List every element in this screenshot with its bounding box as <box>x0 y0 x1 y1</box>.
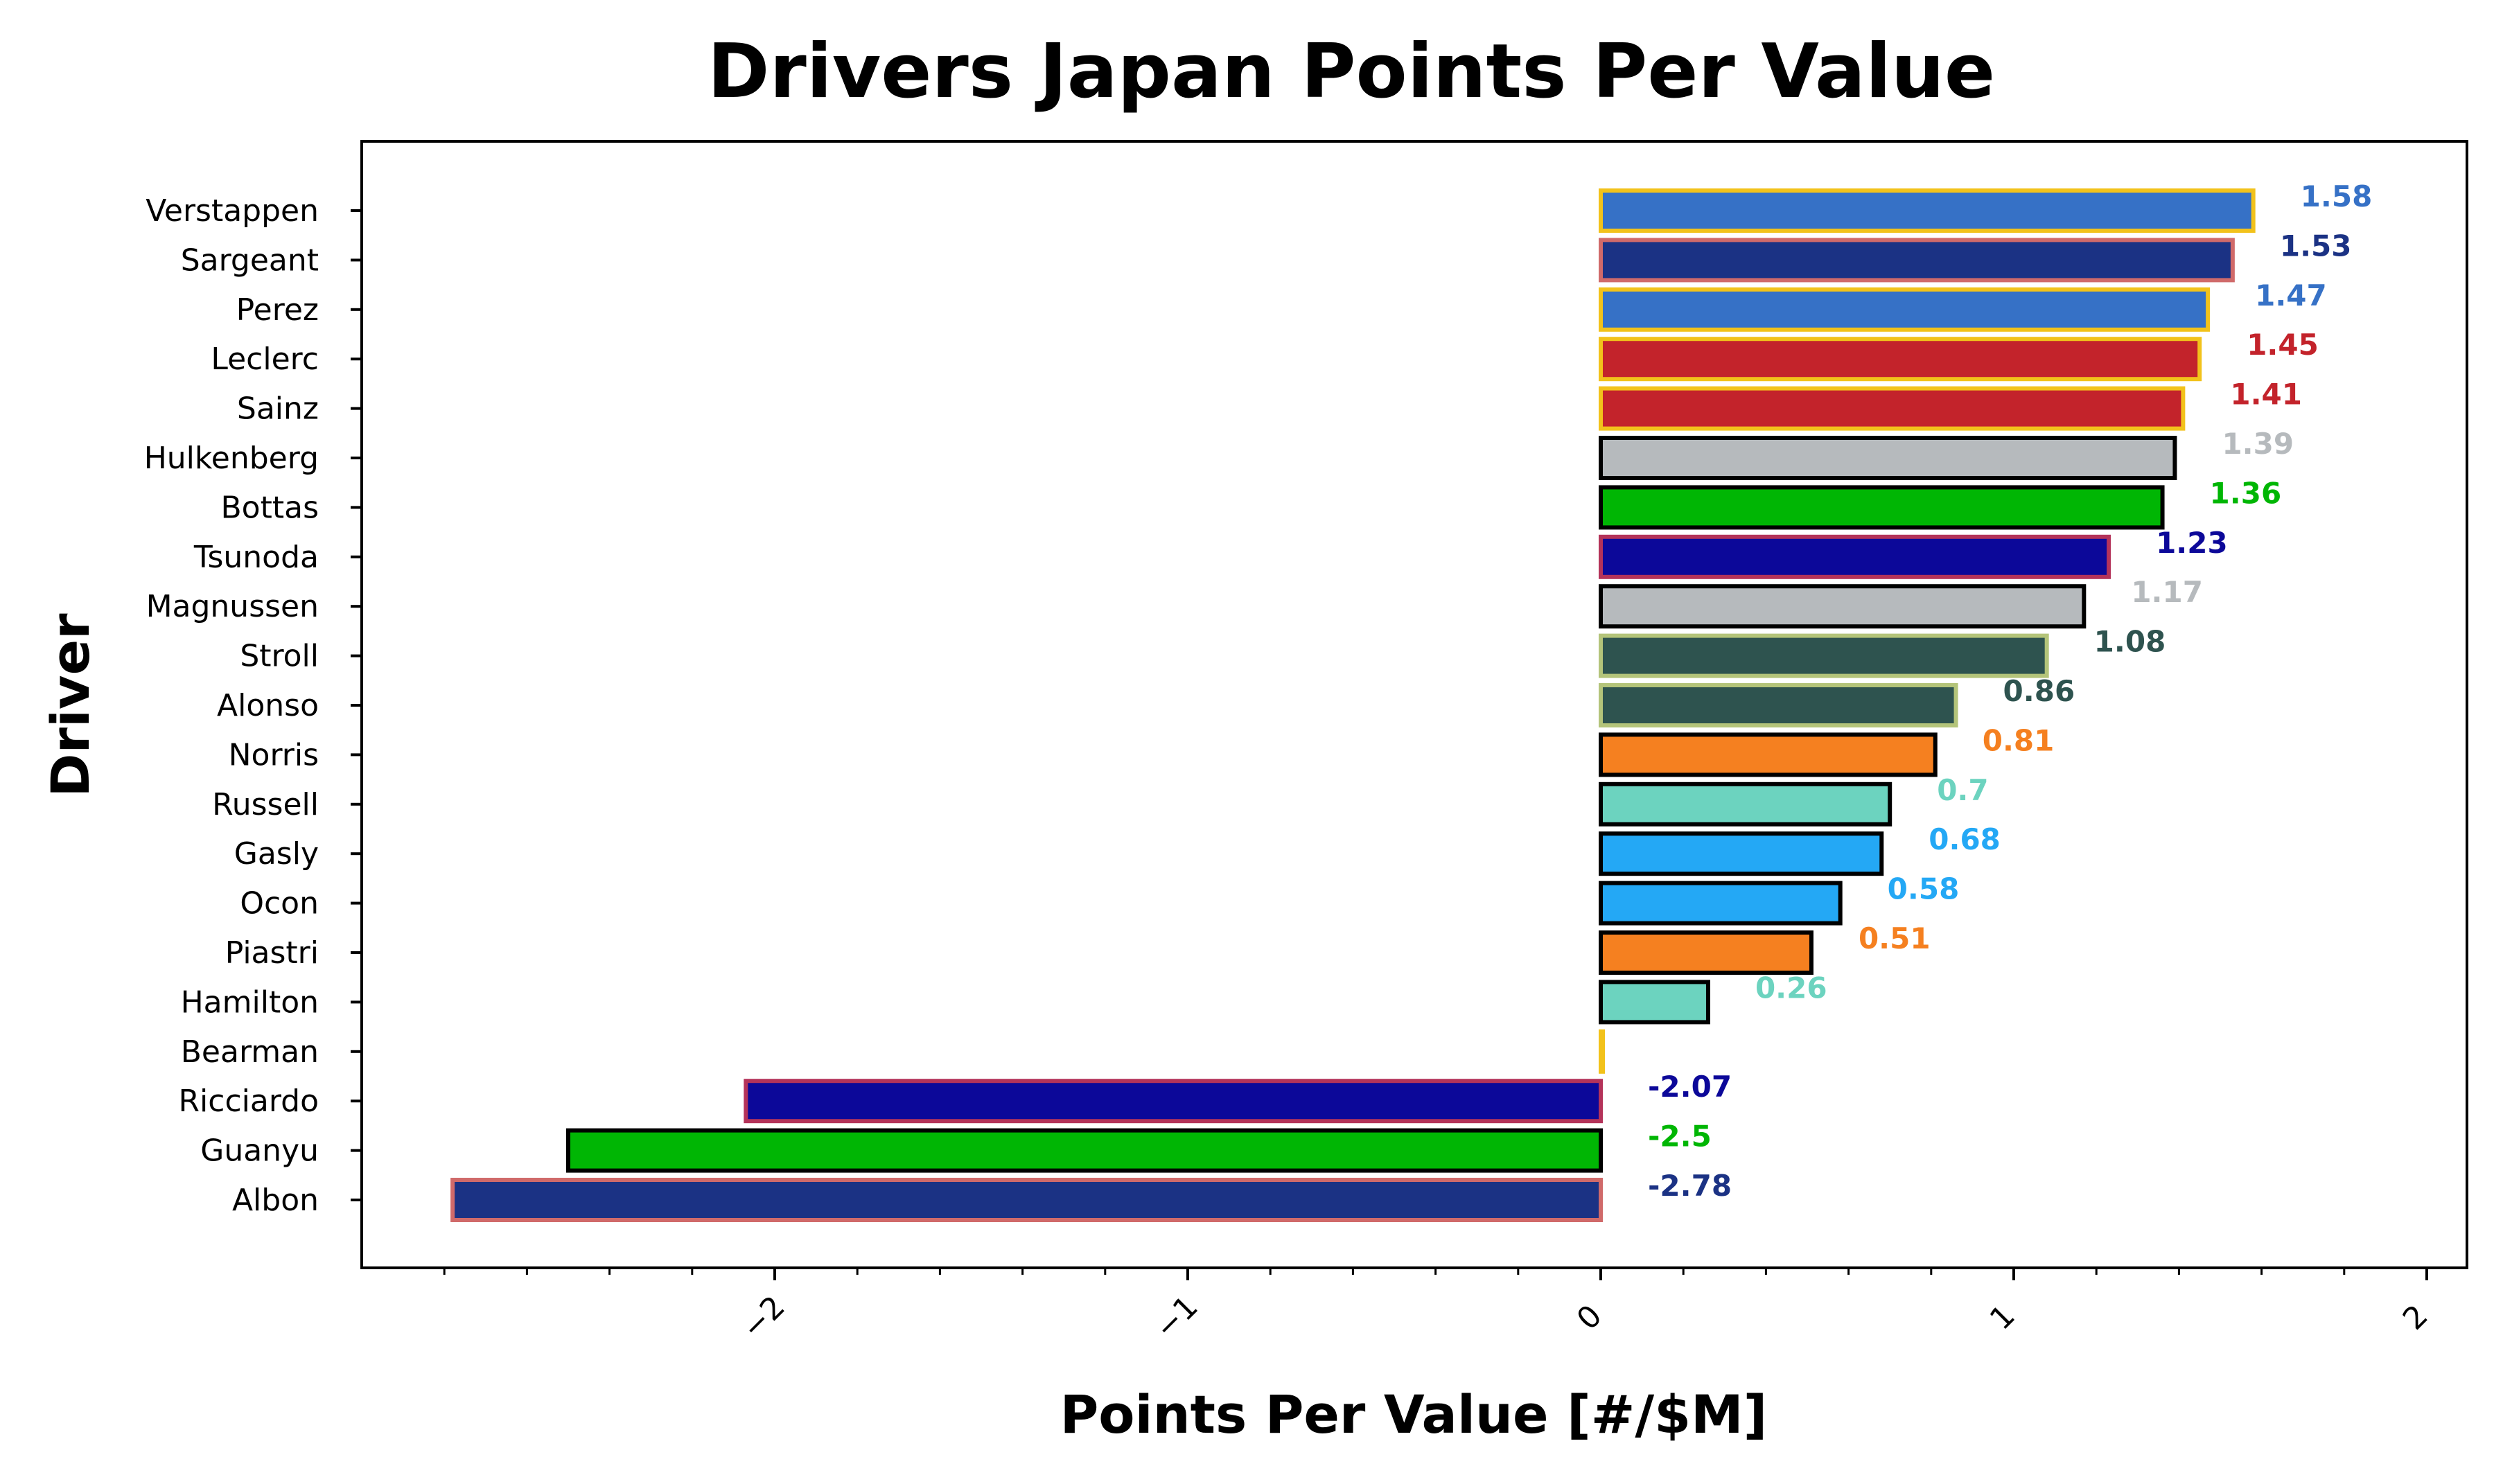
bar-verstappen <box>1599 188 2256 233</box>
bar-ricciardo <box>744 1079 1603 1124</box>
bar-piastri <box>1599 930 1813 975</box>
x-tick-label-3: 1 <box>1983 1298 2022 1337</box>
y-axis: Verstappen Sargeant Perez Leclerc Sainz Hulke… <box>144 193 362 1218</box>
value-label-alonso: 0.86 <box>2003 674 2075 708</box>
data-labels: 1.58 1.53 1.47 1.45 1.41 1.39 1.36 1.23 1.17 1.08… <box>1648 179 2372 1203</box>
value-label-gasly: 0.68 <box>1929 822 2001 856</box>
x-tick-label-2: 0 <box>1570 1298 1609 1337</box>
bar-ocon <box>1599 881 1843 926</box>
bar-bearman <box>1599 1029 1605 1074</box>
y-tick-label-sainz: Sainz <box>237 391 319 427</box>
y-tick-label-verstappen: Verstappen <box>146 193 319 229</box>
y-tick-label-sargeant: Sargeant <box>181 242 319 278</box>
y-tick-label-hamilton: Hamilton <box>181 984 319 1020</box>
y-tick-label-bottas: Bottas <box>221 490 319 525</box>
value-label-bottas: 1.36 <box>2210 476 2282 510</box>
value-label-verstappen: 1.58 <box>2301 179 2373 213</box>
value-label-sainz: 1.41 <box>2230 378 2302 412</box>
bar-sainz <box>1599 386 2186 431</box>
y-tick-label-stroll: Stroll <box>240 639 319 674</box>
bar-tsunoda <box>1599 534 2111 579</box>
y-tick-label-hulkenberg: Hulkenberg <box>144 441 319 476</box>
y-tick-label-albon: Albon <box>232 1183 319 1218</box>
bars-layer <box>450 188 2256 1222</box>
y-tick-label-norris: Norris <box>229 737 319 772</box>
y-tick-label-russell: Russell <box>212 787 319 822</box>
bar-perez <box>1599 287 2211 332</box>
value-label-hamilton: 0.26 <box>1755 971 1827 1005</box>
y-tick-label-magnussen: Magnussen <box>146 589 319 624</box>
bar-stroll <box>1599 633 2049 678</box>
bar-bottas <box>1599 485 2165 530</box>
chart-title: Drivers Japan Points Per Value <box>708 28 1995 115</box>
y-tick-label-bearman: Bearman <box>181 1034 319 1070</box>
x-tick-label-1: −1 <box>1148 1289 1205 1346</box>
y-tick-label-alonso: Alonso <box>217 688 319 723</box>
value-label-guanyu: -2.5 <box>1648 1120 1712 1154</box>
value-label-tsunoda: 1.23 <box>2156 526 2228 560</box>
x-axis-title: Points Per Value [#/$M] <box>1060 1384 1768 1445</box>
y-tick-label-perez: Perez <box>236 292 319 328</box>
bar-hamilton <box>1599 980 1710 1025</box>
y-tick-label-guanyu: Guanyu <box>200 1133 319 1169</box>
bar-hulkenberg <box>1599 436 2177 480</box>
y-tick-label-ocon: Ocon <box>240 886 319 921</box>
bar-leclerc <box>1599 337 2202 382</box>
value-label-ocon: 0.58 <box>1888 872 1960 906</box>
y-tick-label-gasly: Gasly <box>234 836 319 872</box>
y-tick-label-ricciardo: Ricciardo <box>178 1084 319 1119</box>
value-label-stroll: 1.08 <box>2094 625 2166 659</box>
bar-alonso <box>1599 683 1958 727</box>
value-label-norris: 0.81 <box>1983 723 2055 757</box>
y-axis-title: Driver <box>39 613 101 797</box>
x-axis: −2 −1 0 1 2 <box>443 1268 2435 1346</box>
value-label-hulkenberg: 1.39 <box>2222 427 2294 461</box>
bar-russell <box>1599 781 1892 827</box>
value-label-russell: 0.7 <box>1937 773 1988 807</box>
y-tick-label-tsunoda: Tsunoda <box>193 540 319 575</box>
bar-norris <box>1599 732 1938 777</box>
value-label-piastri: 0.51 <box>1859 921 1931 955</box>
value-label-albon: -2.78 <box>1648 1169 1732 1203</box>
bar-guanyu <box>566 1128 1603 1173</box>
value-label-perez: 1.47 <box>2255 279 2327 312</box>
bar-gasly <box>1599 831 1884 876</box>
y-tick-label-leclerc: Leclerc <box>211 342 319 377</box>
value-label-magnussen: 1.17 <box>2131 575 2203 609</box>
value-label-leclerc: 1.45 <box>2247 328 2319 362</box>
bar-albon <box>450 1178 1603 1222</box>
bar-magnussen <box>1599 584 2087 629</box>
y-tick-label-piastri: Piastri <box>225 935 319 971</box>
x-tick-label-4: 2 <box>2396 1298 2435 1337</box>
bar-sargeant <box>1599 238 2235 283</box>
x-tick-label-0: −2 <box>735 1289 792 1346</box>
value-label-sargeant: 1.53 <box>2280 229 2352 263</box>
value-label-ricciardo: -2.07 <box>1648 1070 1732 1104</box>
